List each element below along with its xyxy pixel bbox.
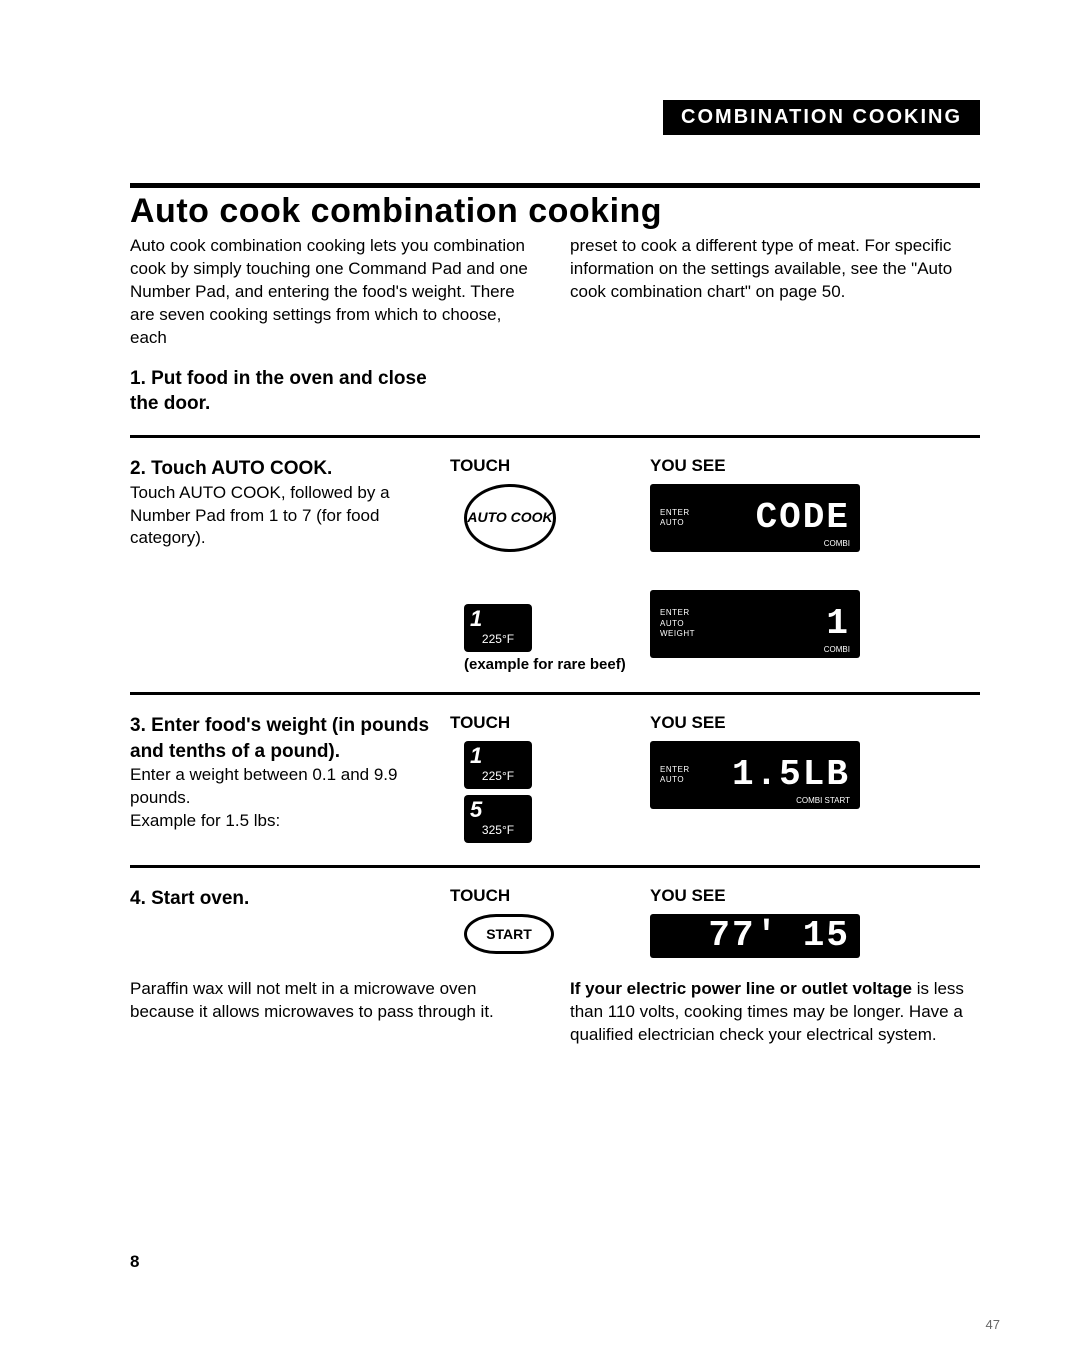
intro-columns: Auto cook combination cooking lets you c… — [130, 235, 980, 350]
number-pad-1-caption: (example for rare beef) — [464, 656, 630, 674]
intro-right: preset to cook a different type of meat.… — [570, 235, 980, 350]
step-3-example: Example for 1.5 lbs: — [130, 810, 430, 833]
step-3-title: 3. Enter food's weight (in pounds and te… — [130, 713, 430, 764]
you-see-label: YOU SEE — [650, 456, 980, 476]
page-number-left: 8 — [130, 1252, 139, 1272]
number-pad-1-temp: 225°F — [470, 632, 526, 646]
page-title: Auto cook combination cooking — [130, 192, 980, 231]
footer-notes: Paraffin wax will not melt in a microwav… — [130, 978, 980, 1047]
auto-cook-button: AUTO COOK — [464, 484, 556, 552]
number-pad-1b-digit: 1 — [470, 745, 526, 767]
footer-right-bold: If your electric power line or outlet vo… — [570, 979, 912, 998]
display-code: ENTER AUTO CODE COMBI — [650, 484, 860, 552]
section-header: COMBINATION COOKING — [663, 100, 980, 135]
number-pad-1: 1 225°F — [464, 604, 532, 652]
touch-label-3: TOUCH — [450, 713, 630, 733]
number-pad-5-digit: 5 — [470, 799, 526, 821]
intro-left: Auto cook combination cooking lets you c… — [130, 235, 540, 350]
display-weight-seg: 1 — [826, 603, 850, 644]
you-see-label-4: YOU SEE — [650, 886, 980, 906]
rule-1 — [130, 435, 980, 438]
rule-2 — [130, 692, 980, 695]
step-1-title: 1. Put food in the oven and close the do… — [130, 366, 430, 417]
display-wv-ind: ENTER AUTO — [660, 765, 690, 786]
display-code-ind: ENTER AUTO — [660, 508, 690, 529]
rule-top — [130, 183, 980, 188]
start-button: START — [464, 914, 554, 954]
step-2-title: 2. Touch AUTO COOK. — [130, 456, 430, 482]
display-weight-prompt: ENTER AUTO WEIGHT 1 COMBI — [650, 590, 860, 658]
number-pad-5-temp: 325°F — [470, 823, 526, 837]
step-3: 3. Enter food's weight (in pounds and te… — [130, 713, 980, 847]
start-button-label: START — [486, 926, 532, 942]
touch-label-4: TOUCH — [450, 886, 630, 906]
display-timer-seg: 77' 15 — [660, 915, 850, 956]
display-weight-value: ENTER AUTO 1.5LB COMBI START — [650, 741, 860, 809]
display-wv-seg: 1.5LB — [732, 754, 850, 795]
display-weight-ind: ENTER AUTO WEIGHT — [660, 608, 695, 639]
you-see-label-3: YOU SEE — [650, 713, 980, 733]
footer-left: Paraffin wax will not melt in a microwav… — [130, 978, 540, 1047]
display-code-seg: CODE — [756, 497, 850, 538]
step-4: 4. Start oven. TOUCH START YOU SEE 77' 1… — [130, 886, 980, 972]
page-number-right: 47 — [986, 1317, 1000, 1332]
number-pad-1-digit: 1 — [470, 608, 526, 630]
display-timer: 77' 15 — [650, 914, 860, 958]
number-pad-1b-temp: 225°F — [470, 769, 526, 783]
number-pad-5: 5 325°F — [464, 795, 532, 843]
auto-cook-button-label: AUTO COOK — [467, 510, 552, 525]
display-code-corner: COMBI — [824, 539, 850, 548]
display-wv-corner: COMBI START — [796, 796, 850, 805]
step-4-title: 4. Start oven. — [130, 886, 430, 912]
step-3-body: Enter a weight between 0.1 and 9.9 pound… — [130, 764, 430, 810]
step-2-body: Touch AUTO COOK, followed by a Number Pa… — [130, 482, 430, 551]
rule-3 — [130, 865, 980, 868]
step-1: 1. Put food in the oven and close the do… — [130, 366, 980, 417]
display-weight-corner: COMBI — [824, 645, 850, 654]
number-pad-1b: 1 225°F — [464, 741, 532, 789]
footer-right: If your electric power line or outlet vo… — [570, 978, 980, 1047]
touch-label: TOUCH — [450, 456, 630, 476]
step-2: 2. Touch AUTO COOK. Touch AUTO COOK, fol… — [130, 456, 980, 674]
manual-page: COMBINATION COOKING Auto cook combinatio… — [0, 0, 1080, 1362]
